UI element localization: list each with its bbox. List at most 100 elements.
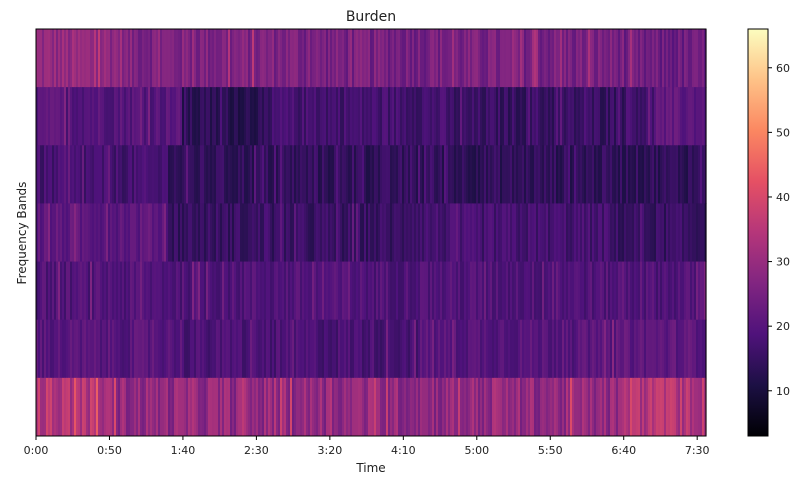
heatmap-cell xyxy=(540,377,543,437)
heatmap-cell xyxy=(256,203,259,263)
heatmap-cell xyxy=(68,87,71,146)
heatmap-cell xyxy=(518,319,521,379)
heatmap-cell xyxy=(532,29,535,88)
heatmap-cell xyxy=(486,203,489,263)
heatmap-cell xyxy=(476,261,479,321)
heatmap-cell xyxy=(666,377,669,437)
heatmap-cell xyxy=(116,319,119,379)
heatmap-cell xyxy=(658,87,661,146)
heatmap-cell xyxy=(268,29,271,88)
heatmap-cell xyxy=(644,87,647,146)
heatmap-cell xyxy=(398,145,401,204)
heatmap-cell xyxy=(542,87,545,146)
heatmap-cell xyxy=(628,29,631,88)
heatmap-cell xyxy=(572,203,575,263)
heatmap-cell xyxy=(412,203,415,263)
heatmap-cell xyxy=(172,29,175,88)
heatmap-cell xyxy=(406,87,409,146)
heatmap-cell xyxy=(522,203,525,263)
heatmap-cell xyxy=(364,29,367,88)
heatmap-cell xyxy=(164,377,167,437)
heatmap-cell xyxy=(194,29,197,88)
heatmap-cell xyxy=(624,319,627,379)
heatmap-cell xyxy=(50,87,53,146)
heatmap-cell xyxy=(288,319,291,379)
heatmap-cell xyxy=(244,261,247,321)
heatmap-cell xyxy=(694,261,697,321)
heatmap-cell xyxy=(286,319,289,379)
heatmap-cell xyxy=(502,261,505,321)
heatmap-cell xyxy=(408,319,411,379)
heatmap-cell xyxy=(104,377,107,437)
heatmap-cell xyxy=(630,145,633,204)
heatmap-cell xyxy=(384,377,387,437)
heatmap-cell xyxy=(260,29,263,88)
heatmap-cell xyxy=(376,145,379,204)
heatmap-cell xyxy=(500,319,503,379)
heatmap-cell xyxy=(462,145,465,204)
heatmap-cell xyxy=(536,145,539,204)
heatmap-cell xyxy=(576,319,579,379)
heatmap-cell xyxy=(148,145,151,204)
heatmap-cell xyxy=(178,377,181,437)
heatmap-cell xyxy=(380,145,383,204)
heatmap-cell xyxy=(52,319,55,379)
heatmap-cell xyxy=(606,203,609,263)
heatmap-cell xyxy=(464,145,467,204)
heatmap-cell xyxy=(346,29,349,88)
heatmap-cell xyxy=(650,261,653,321)
heatmap-cell xyxy=(216,319,219,379)
heatmap-cell xyxy=(392,87,395,146)
heatmap-cell xyxy=(478,29,481,88)
heatmap-cell xyxy=(418,319,421,379)
heatmap-cell xyxy=(636,87,639,146)
heatmap-cell xyxy=(512,319,515,379)
heatmap-cell xyxy=(162,319,165,379)
heatmap-cell xyxy=(400,29,403,88)
heatmap-cell xyxy=(356,29,359,88)
heatmap-cell xyxy=(338,377,341,437)
heatmap-cell xyxy=(54,87,57,146)
heatmap-cell xyxy=(516,87,519,146)
heatmap-cell xyxy=(150,377,153,437)
heatmap-cell xyxy=(52,203,55,263)
heatmap-cell xyxy=(52,145,55,204)
heatmap-cell xyxy=(668,145,671,204)
heatmap-cell xyxy=(96,261,99,321)
heatmap-cell xyxy=(642,261,645,321)
heatmap-cell xyxy=(612,203,615,263)
heatmap-cell xyxy=(564,29,567,88)
heatmap-cell xyxy=(66,377,69,437)
heatmap-cell xyxy=(680,145,683,204)
colorbar-tick-label: 10 xyxy=(776,385,790,398)
heatmap-cell xyxy=(562,203,565,263)
heatmap-cell xyxy=(72,261,75,321)
heatmap-cell xyxy=(132,319,135,379)
heatmap-cell xyxy=(44,203,47,263)
heatmap-cell xyxy=(502,203,505,263)
heatmap-cell xyxy=(502,29,505,88)
heatmap-cell xyxy=(124,145,127,204)
heatmap-cell xyxy=(618,261,621,321)
heatmap-cell xyxy=(126,203,129,263)
heatmap-cell xyxy=(208,87,211,146)
heatmap-cell xyxy=(552,319,555,379)
heatmap-cell xyxy=(368,319,371,379)
heatmap-cell xyxy=(82,319,85,379)
heatmap-cell xyxy=(634,377,637,437)
heatmap-cell xyxy=(296,377,299,437)
heatmap-cell xyxy=(342,203,345,263)
heatmap-cell xyxy=(470,87,473,146)
heatmap-cell xyxy=(566,29,569,88)
heatmap-cell xyxy=(372,377,375,437)
heatmap-cell xyxy=(548,29,551,88)
heatmap-cell xyxy=(588,319,591,379)
heatmap-cell xyxy=(340,29,343,88)
heatmap-cell xyxy=(332,87,335,146)
heatmap-cell xyxy=(468,377,471,437)
heatmap-cell xyxy=(348,261,351,321)
heatmap-cell xyxy=(276,377,279,437)
heatmap-cell xyxy=(398,87,401,146)
heatmap-cell xyxy=(476,29,479,88)
heatmap-cell xyxy=(552,377,555,437)
